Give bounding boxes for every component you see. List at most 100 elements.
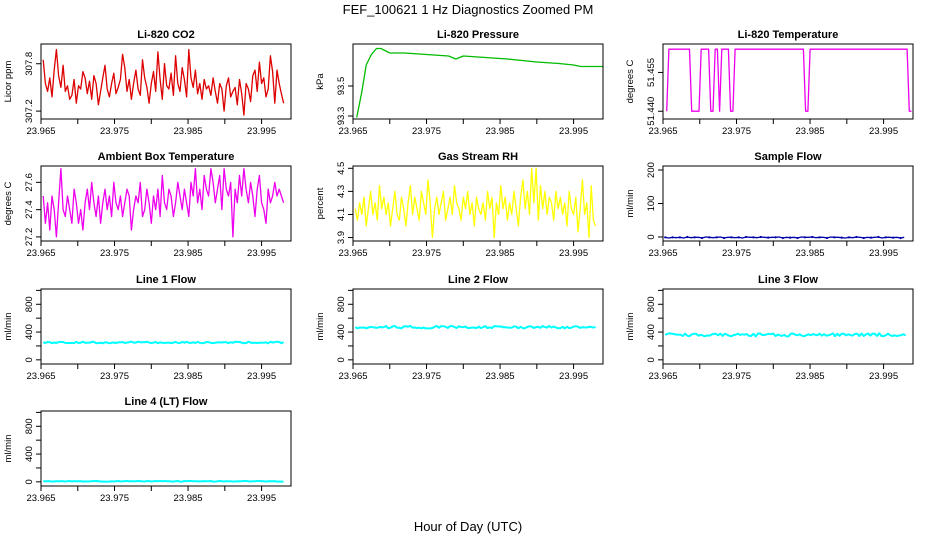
y-tick-label: 800 (646, 296, 657, 312)
data-point (818, 236, 821, 239)
x-tick-label: 23.995 (247, 493, 276, 504)
y-tick-label: 200 (646, 162, 657, 178)
x-tick-label: 23.965 (648, 371, 677, 382)
panel-line-4-lt-flow: Line 4 (LT) Flow ml/min 23.965 23.975 23.985… (3, 396, 292, 504)
plot-frame (352, 288, 604, 365)
x-tick-label: 23.995 (247, 371, 276, 382)
plot-frame (352, 165, 604, 242)
y-tick-label: 27.2 (24, 228, 35, 247)
x-tick-label: 23.985 (174, 248, 203, 259)
data-point (767, 236, 770, 239)
y-tick-label: 27.6 (24, 173, 35, 192)
x-tick-label: 23.995 (869, 126, 898, 137)
plot-frame (40, 288, 292, 365)
data-point (825, 236, 829, 240)
y-tick-label: 100 (646, 196, 657, 212)
y-tick-label: 400 (336, 324, 347, 340)
data-point (671, 236, 674, 239)
x-tick-label: 23.985 (486, 371, 515, 382)
x-tick-label: 23.995 (869, 371, 898, 382)
data-point (759, 235, 762, 239)
data-point (664, 236, 667, 239)
data-point (730, 236, 733, 239)
x-tick-label: 23.975 (100, 371, 129, 382)
x-tick-label: 23.995 (559, 371, 588, 382)
panel-gas-stream-rh: Gas Stream RH percent 23.965 23.975 23.985 23… (315, 151, 604, 259)
x-tick-label: 23.965 (338, 371, 367, 382)
data-point (884, 236, 887, 239)
plot-frame (662, 288, 914, 365)
data-line (354, 325, 596, 330)
panel-ambient-box-temperature: Ambient Box Temperature degrees C 23.965 23… (3, 151, 292, 259)
y-axis-label: ml/min (625, 190, 636, 218)
plot-frame (40, 165, 292, 242)
x-tick-label: 23.995 (559, 248, 588, 259)
data-point (855, 235, 858, 239)
y-axis-label: ml/min (3, 313, 14, 341)
data-line (42, 48, 285, 116)
y-tick-label: 3.9 (336, 231, 347, 244)
y-tick-label: 800 (336, 296, 347, 312)
data-line (664, 332, 907, 338)
data-point (847, 236, 851, 239)
x-tick-label: 23.965 (26, 371, 55, 382)
plot-frame (40, 410, 292, 487)
y-tick-label: 400 (24, 446, 35, 462)
y-axis-label: percent (315, 187, 326, 219)
y-tick-label: 307.8 (24, 52, 35, 76)
data-point (752, 236, 755, 239)
data-point (892, 236, 895, 239)
y-tick-label: 4.3 (336, 185, 347, 198)
y-tick-label: 51.455 (646, 58, 657, 87)
data-line (666, 48, 912, 112)
x-tick-label: 23.975 (722, 371, 751, 382)
y-tick-label: 800 (24, 418, 35, 434)
x-tick-label: 23.985 (486, 248, 515, 259)
panel-title: Li-820 Pressure (437, 29, 519, 41)
y-tick-label: 0 (24, 357, 35, 362)
x-tick-label: 23.995 (869, 248, 898, 259)
data-line (42, 340, 285, 345)
data-line (43, 479, 284, 483)
x-tick-label: 23.975 (722, 248, 751, 259)
x-tick-label: 23.985 (174, 493, 203, 504)
y-tick-label: 0 (646, 357, 657, 362)
x-tick-label: 23.965 (648, 126, 677, 137)
data-point (789, 236, 792, 239)
panel-grid: Li-820 CO2 Licor ppm 23.965 23.975 23.985 23.… (3, 29, 914, 504)
x-tick-label: 23.975 (412, 248, 441, 259)
y-tick-label: 4.5 (336, 162, 347, 175)
plot-frame (662, 165, 914, 242)
x-tick-label: 23.965 (26, 248, 55, 259)
data-point (686, 235, 689, 239)
data-point (796, 236, 799, 240)
y-tick-label: 0 (646, 234, 657, 239)
y-tick-label: 800 (24, 296, 35, 312)
panel-li-820-temperature: Li-820 Temperature degrees C 23.965 23.975 2… (625, 29, 914, 137)
y-tick-label: 93.3 (336, 107, 347, 126)
panel-title: Ambient Box Temperature (98, 151, 235, 163)
x-tick-label: 23.965 (338, 126, 367, 137)
y-tick-label: 400 (24, 324, 35, 340)
data-line (356, 47, 603, 118)
data-point (693, 236, 696, 239)
x-tick-label: 23.975 (100, 126, 129, 137)
data-line (42, 168, 285, 238)
y-tick-label: 4.1 (336, 208, 347, 221)
x-tick-label: 23.985 (174, 126, 203, 137)
data-point (833, 236, 836, 239)
y-tick-label: 93.5 (336, 77, 347, 96)
data-point (722, 236, 726, 240)
x-tick-label: 23.985 (486, 126, 515, 137)
panel-line-2-flow: Line 2 Flow ml/min 23.965 23.975 23.985 23.99… (315, 274, 604, 382)
x-tick-label: 23.985 (796, 126, 825, 137)
data-point (737, 236, 740, 239)
panel-title: Gas Stream RH (438, 151, 518, 163)
x-tick-label: 23.985 (174, 371, 203, 382)
data-point (715, 236, 718, 239)
y-axis-label: ml/min (315, 313, 326, 341)
panel-sample-flow: Sample Flow ml/min 23.965 23.975 23.985 23.99… (625, 151, 914, 259)
x-tick-label: 23.975 (412, 126, 441, 137)
y-axis-label: Licor ppm (3, 61, 14, 103)
